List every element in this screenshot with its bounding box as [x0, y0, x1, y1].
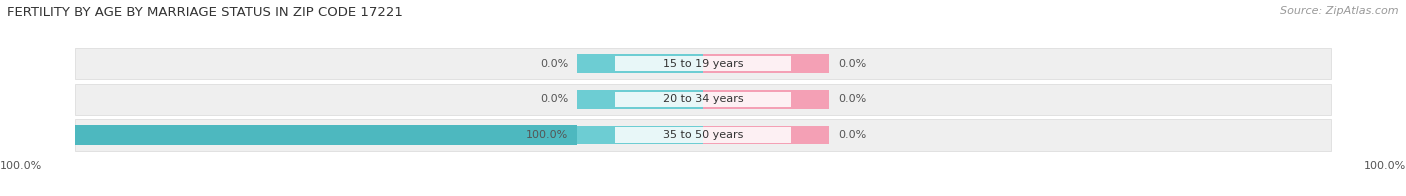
Text: 0.0%: 0.0%: [540, 59, 568, 69]
Text: 0.0%: 0.0%: [838, 94, 866, 104]
Text: 35 to 50 years: 35 to 50 years: [662, 130, 744, 140]
Text: 0.0%: 0.0%: [838, 130, 866, 140]
Text: FERTILITY BY AGE BY MARRIAGE STATUS IN ZIP CODE 17221: FERTILITY BY AGE BY MARRIAGE STATUS IN Z…: [7, 6, 404, 19]
Bar: [578, 54, 703, 73]
Text: 100.0%: 100.0%: [1364, 161, 1406, 171]
Bar: [76, 84, 1330, 115]
Bar: [76, 48, 1330, 79]
Bar: [76, 119, 1330, 151]
Text: 0.0%: 0.0%: [838, 59, 866, 69]
Text: Source: ZipAtlas.com: Source: ZipAtlas.com: [1281, 6, 1399, 16]
Bar: [578, 90, 703, 109]
Bar: [578, 126, 703, 144]
Bar: [703, 54, 828, 73]
Bar: [616, 127, 790, 143]
Bar: [616, 92, 790, 107]
Bar: [76, 125, 578, 145]
Bar: [616, 56, 790, 71]
Text: 100.0%: 100.0%: [0, 161, 42, 171]
Bar: [703, 126, 828, 144]
Text: 100.0%: 100.0%: [526, 130, 568, 140]
Text: 20 to 34 years: 20 to 34 years: [662, 94, 744, 104]
Text: 0.0%: 0.0%: [540, 94, 568, 104]
Text: 15 to 19 years: 15 to 19 years: [662, 59, 744, 69]
Bar: [703, 90, 828, 109]
